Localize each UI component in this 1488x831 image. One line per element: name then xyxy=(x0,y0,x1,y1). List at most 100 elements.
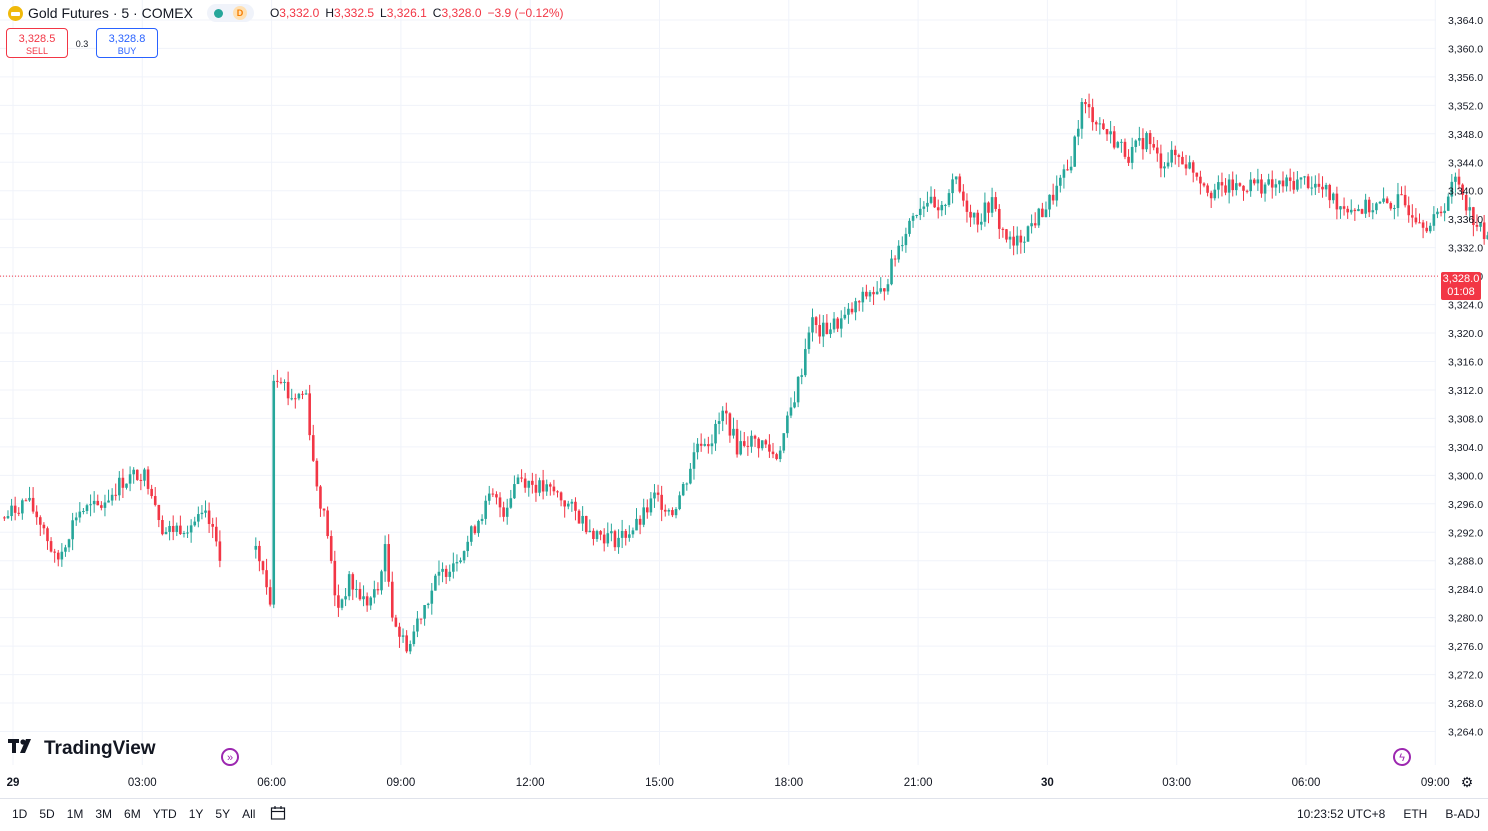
range-1m[interactable]: 1M xyxy=(66,807,84,821)
candle-body xyxy=(340,599,344,608)
time-tick-label: 15:00 xyxy=(645,777,674,789)
candle-body xyxy=(103,502,107,508)
range-3m[interactable]: 3M xyxy=(95,807,113,821)
price-axis[interactable]: 3,264.0 3,268.0 3,272.0 3,276.0 3,280.0 3,284… xyxy=(1448,15,1483,739)
candle-body xyxy=(1069,166,1073,171)
candle-body xyxy=(1360,209,1364,214)
candle-body xyxy=(337,595,340,608)
candle-body xyxy=(283,381,286,383)
candle-body xyxy=(193,521,197,526)
candle-body xyxy=(926,202,929,207)
open-label: O xyxy=(269,6,280,20)
candle-body xyxy=(1314,183,1317,188)
sell-button[interactable]: 3,328.5 SELL xyxy=(6,28,68,58)
candle-body xyxy=(1425,227,1428,232)
candle-body xyxy=(121,477,125,488)
time-tick-label: 06:00 xyxy=(1292,777,1321,789)
candle-body xyxy=(857,301,861,303)
range-5d[interactable]: 5D xyxy=(39,807,55,821)
candle-body xyxy=(1109,131,1112,135)
candle-body xyxy=(678,495,681,510)
candle-body xyxy=(804,349,807,376)
candle-body xyxy=(1324,184,1328,190)
candle-body xyxy=(1166,162,1170,167)
price-tick-label: 3,272.0 xyxy=(1448,670,1483,682)
candle-body xyxy=(311,435,315,461)
candle-body xyxy=(279,381,283,383)
candle-body xyxy=(466,541,470,552)
candle-body xyxy=(911,215,915,221)
candle-body xyxy=(832,318,836,330)
range-ytd[interactable]: YTD xyxy=(152,807,177,821)
candle-body xyxy=(1436,211,1439,215)
time-axis[interactable]: 29 03:00 06:00 09:00 12:00 15:00 18:00 21:00 30 0… xyxy=(7,777,1450,789)
candle-body xyxy=(865,291,868,297)
candle-body xyxy=(265,570,268,588)
candle-body xyxy=(1349,209,1353,213)
candle-body xyxy=(308,393,311,436)
time-tick-label: 29 xyxy=(7,777,20,789)
candle-body xyxy=(426,603,430,606)
lightning-icon[interactable]: ϟ xyxy=(1393,748,1411,766)
candle-body xyxy=(92,500,96,505)
candle-body xyxy=(685,483,689,485)
candle-body xyxy=(1005,229,1008,240)
symbol-title[interactable]: Gold Futures · 5 · COMEX xyxy=(28,5,193,21)
candle-body xyxy=(204,510,207,513)
candle-body xyxy=(1191,162,1195,173)
range-1y[interactable]: 1Y xyxy=(188,807,204,821)
symbol-header[interactable]: Gold Futures · 5 · COMEX D O3,332.0 H3,3… xyxy=(8,4,564,22)
adjustment-toggle[interactable]: B-ADJ xyxy=(1445,807,1480,821)
session-toggle[interactable]: ETH xyxy=(1403,807,1428,821)
candle-body xyxy=(1138,138,1141,141)
candle-body xyxy=(1051,194,1055,201)
range-1d[interactable]: 1D xyxy=(12,807,28,821)
bottom-right-controls: 10:23:52 UTC+8 ETH B-ADJ xyxy=(1297,807,1480,821)
candle-body xyxy=(667,510,671,512)
candle-body xyxy=(617,537,620,548)
candle-body xyxy=(1479,222,1482,227)
candle-body xyxy=(649,498,653,513)
candle-body xyxy=(13,505,17,513)
candle-body xyxy=(595,531,599,539)
date-range-selector: 1D 5D 1M 3M 6M YTD 1Y 5Y All xyxy=(6,807,261,821)
goto-date-calendar-icon[interactable] xyxy=(270,805,286,821)
go-to-realtime-icon[interactable]: » xyxy=(221,748,239,766)
candle-body xyxy=(89,504,92,506)
candle-body xyxy=(390,581,394,618)
candle-body xyxy=(994,197,997,209)
candle-body xyxy=(469,526,473,542)
candle-body xyxy=(412,631,416,645)
chart-settings-gear-icon[interactable]: ⚙ xyxy=(1460,774,1474,790)
candle-body xyxy=(1159,153,1163,169)
range-all[interactable]: All xyxy=(242,807,256,821)
candle-body xyxy=(725,410,728,414)
range-5y[interactable]: 5Y xyxy=(215,807,231,821)
candle-body xyxy=(660,494,663,510)
market-status-pill[interactable]: D xyxy=(206,4,254,22)
candle-body xyxy=(997,208,1001,229)
candle-body xyxy=(1285,177,1288,187)
candle-body xyxy=(1094,122,1098,125)
candle-body xyxy=(1482,222,1486,240)
range-6m[interactable]: 6M xyxy=(124,807,141,821)
candle-body xyxy=(78,511,82,518)
candle-body xyxy=(1102,123,1105,130)
last-price-tag: 3,328.0 01:08 xyxy=(1441,272,1481,300)
candle-body xyxy=(1443,210,1446,214)
candle-body xyxy=(1127,156,1130,163)
time-tick-label: 12:00 xyxy=(516,777,545,789)
candle-body xyxy=(929,196,933,203)
price-tick-label: 3,288.0 xyxy=(1448,556,1483,568)
tradingview-logo[interactable]: TradingView xyxy=(8,737,156,761)
candle-body xyxy=(890,258,893,285)
price-tick-label: 3,336.0 xyxy=(1448,214,1483,226)
candle-body xyxy=(455,562,459,564)
candle-body xyxy=(423,605,426,619)
candle-body xyxy=(1041,208,1044,218)
candle-body xyxy=(1148,133,1152,145)
candle-body xyxy=(746,445,750,447)
buy-button[interactable]: 3,328.8 BUY xyxy=(96,28,158,58)
clock-timezone[interactable]: 10:23:52 UTC+8 xyxy=(1296,807,1386,821)
